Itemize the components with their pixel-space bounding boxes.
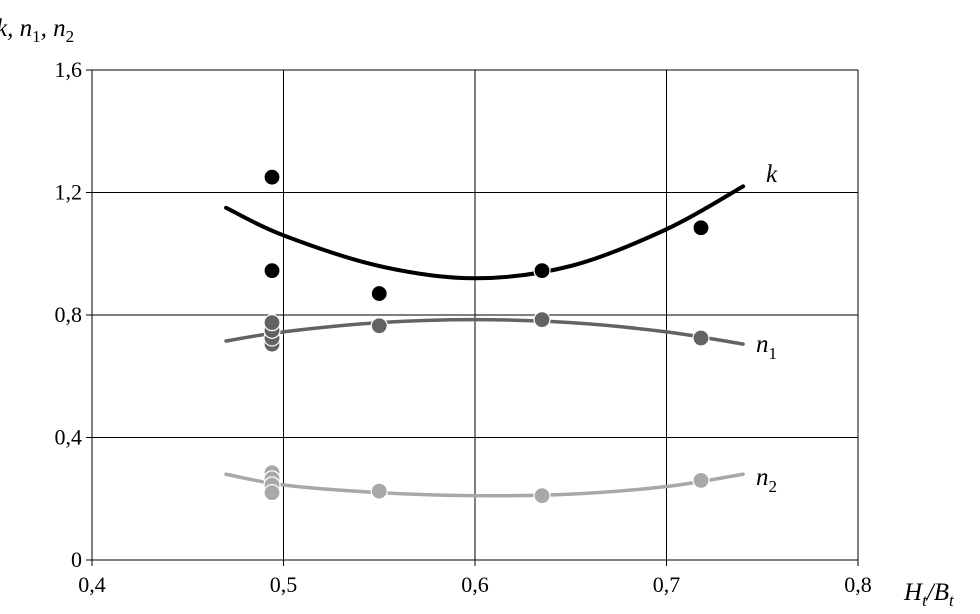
data-point-n1 bbox=[692, 329, 710, 347]
data-point-k bbox=[263, 168, 281, 186]
y-axis-label: k, n1, n2 bbox=[0, 15, 74, 46]
series-label-k: k bbox=[766, 161, 778, 188]
data-point-k bbox=[263, 261, 281, 280]
y-tick-label: 1,2 bbox=[55, 180, 83, 205]
trend-line-n2 bbox=[224, 472, 745, 498]
y-tick-label: 0 bbox=[71, 547, 82, 572]
y-tick-label: 0,8 bbox=[55, 302, 83, 327]
data-point-n2 bbox=[263, 484, 281, 502]
trend-line-n1 bbox=[224, 317, 745, 346]
y-tick-label: 0,4 bbox=[55, 425, 83, 450]
data-point-n2 bbox=[370, 482, 388, 500]
data-points bbox=[263, 168, 710, 505]
data-point-k bbox=[370, 284, 388, 303]
data-point-n1 bbox=[370, 317, 388, 335]
x-tick-label: 0,8 bbox=[844, 572, 872, 597]
x-tick-label: 0,6 bbox=[461, 572, 489, 597]
series-label-n1: n1 bbox=[756, 331, 777, 363]
tick-labels: 0,4 0,5 0,6 0,7 0,800,40,81,21,6 bbox=[55, 57, 872, 597]
y-tick-label: 1,6 bbox=[55, 57, 83, 82]
data-point-k bbox=[692, 219, 710, 237]
x-tick-label: 0,7 bbox=[653, 572, 681, 597]
trend-line-k bbox=[224, 184, 746, 281]
data-point-n2 bbox=[533, 487, 551, 505]
data-point-n1 bbox=[263, 314, 281, 332]
data-point-k bbox=[533, 261, 551, 280]
chart-grid bbox=[86, 69, 859, 566]
data-point-n2 bbox=[692, 471, 710, 489]
x-axis-label: Ht/Bt bbox=[903, 579, 955, 610]
x-tick-label: 0,5 bbox=[270, 572, 298, 597]
data-point-n1 bbox=[533, 310, 551, 329]
trend-lines bbox=[224, 184, 746, 498]
series-label-n2: n2 bbox=[756, 464, 777, 496]
x-tick-label: 0,4 bbox=[78, 572, 106, 597]
